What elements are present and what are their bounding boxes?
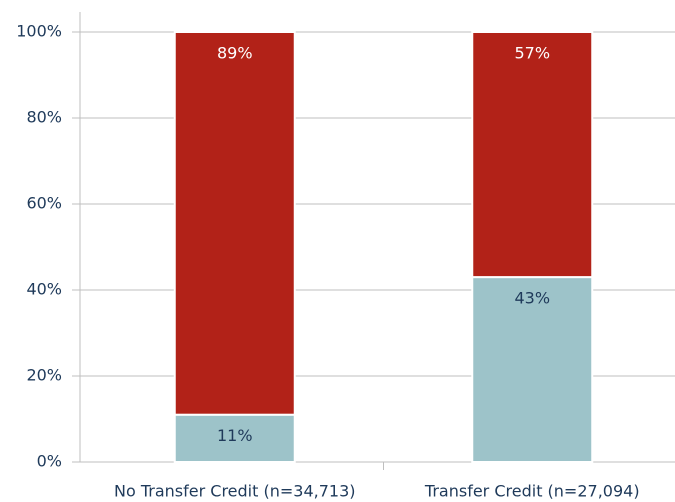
y-tick-label: 0%	[37, 452, 62, 471]
bar-segment	[173, 31, 296, 416]
bar-segment	[471, 276, 594, 463]
data-label: 57%	[514, 44, 550, 63]
data-label: 43%	[514, 289, 550, 308]
data-label: 89%	[217, 44, 253, 63]
x-tick-label: No Transfer Credit (n=34,713)	[114, 482, 355, 501]
y-tick-label: 100%	[16, 22, 62, 41]
y-tick-label: 40%	[26, 280, 62, 299]
y-tick-label: 80%	[26, 108, 62, 127]
bar-segment	[471, 31, 594, 279]
y-tick-label: 60%	[26, 194, 62, 213]
data-label: 11%	[217, 426, 253, 445]
bar-segment	[173, 413, 296, 464]
x-tick-label: Transfer Credit (n=27,094)	[424, 482, 640, 501]
y-tick-label: 20%	[26, 366, 62, 385]
